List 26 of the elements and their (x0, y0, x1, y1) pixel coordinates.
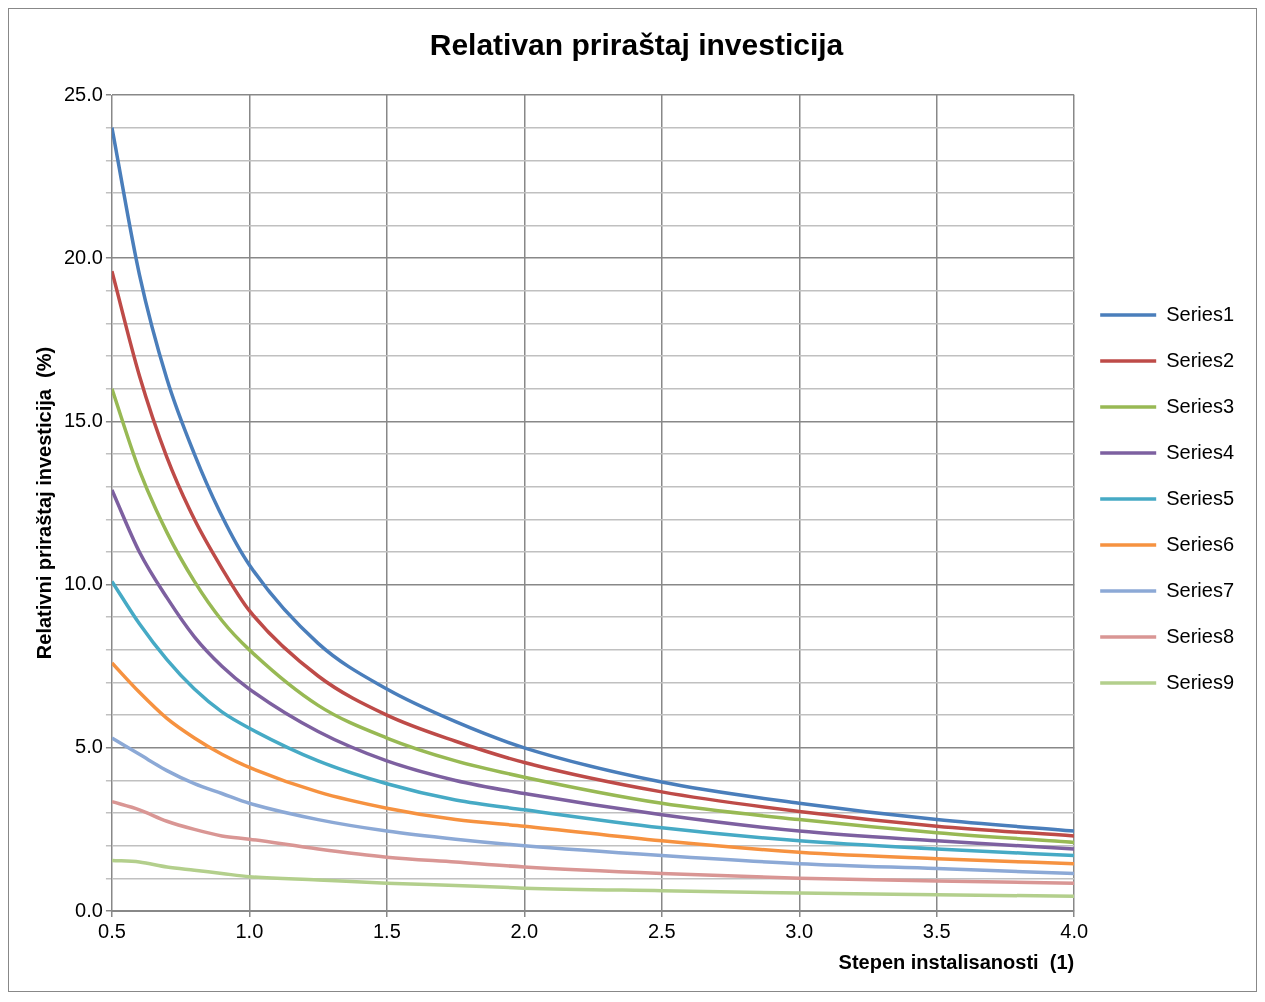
x-tick-label: 2.5 (647, 919, 676, 942)
legend-label: Series3 (1166, 394, 1234, 417)
x-tick-label: 1.5 (372, 919, 401, 942)
legend-label: Series9 (1166, 670, 1234, 693)
y-tick-label: 0.0 (75, 898, 103, 921)
legend-label: Series7 (1166, 578, 1234, 601)
x-tick-label: 3.5 (922, 919, 951, 942)
y-axis-title: Relativni priraštaj investicija (%) (32, 346, 55, 660)
x-tick-label: 3.0 (785, 919, 814, 942)
y-tick-label: 10.0 (63, 572, 103, 595)
y-tick-label: 20.0 (63, 245, 103, 268)
legend-label: Series5 (1166, 486, 1234, 509)
x-tick-label: 1.0 (235, 919, 264, 942)
legend-label: Series2 (1166, 348, 1234, 371)
y-tick-label: 15.0 (63, 408, 103, 431)
y-tick-label: 25.0 (63, 82, 103, 105)
legend-label: Series6 (1166, 532, 1234, 555)
x-tick-label: 4.0 (1060, 919, 1089, 942)
x-tick-label: 0.5 (98, 919, 126, 942)
x-axis-title: Stepen instalisanosti (1) (838, 950, 1075, 973)
legend-label: Series8 (1166, 624, 1234, 647)
legend-label: Series1 (1166, 302, 1234, 325)
y-tick-label: 5.0 (75, 735, 103, 758)
chart-title: Relativan priraštaj investicija (429, 28, 844, 62)
legend-label: Series4 (1166, 440, 1234, 463)
x-tick-label: 2.0 (510, 919, 539, 942)
